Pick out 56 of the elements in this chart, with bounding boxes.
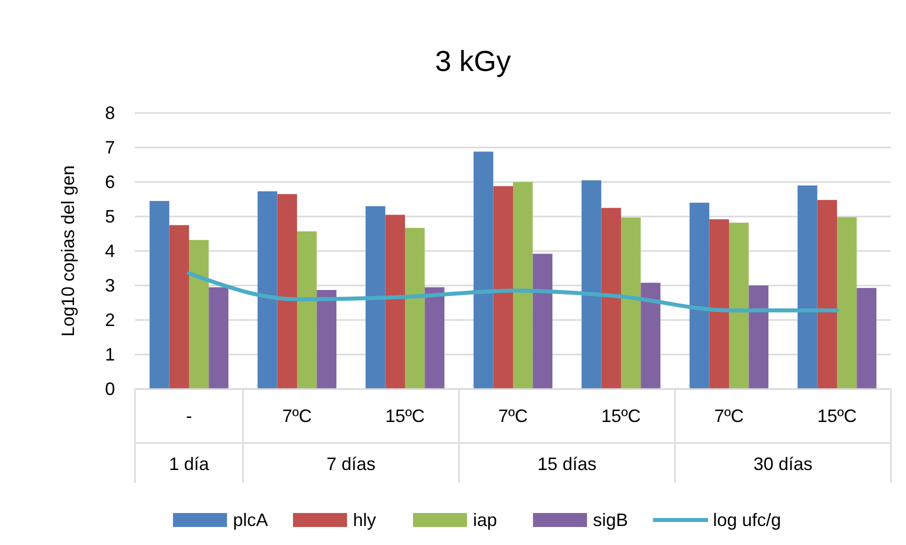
y-tick-label: 2: [104, 310, 115, 330]
bar: [532, 254, 552, 389]
text: 7 días: [326, 454, 376, 474]
legend-label: hly: [353, 510, 376, 530]
y-tick-label: 1: [104, 344, 115, 364]
x-tick-label: 15ºC: [817, 406, 857, 426]
text: 15 días: [537, 454, 597, 474]
bar: [169, 225, 189, 389]
bar: [601, 208, 621, 389]
bar: [729, 222, 749, 389]
bar: [405, 228, 425, 389]
bar: [424, 287, 444, 389]
x-tick-label: -: [186, 406, 192, 426]
bar: [837, 217, 857, 389]
x-tick-label: 7ºC: [282, 406, 312, 426]
y-tick-label: 4: [104, 241, 115, 261]
bar: [709, 219, 729, 389]
bar: [208, 287, 228, 389]
line-series: [187, 271, 839, 312]
bar: [277, 194, 297, 389]
y-tick-label: 3: [104, 276, 115, 296]
bar: [513, 182, 533, 389]
bar: [690, 202, 710, 389]
y-tick-label: 0: [104, 379, 115, 399]
text: 30 días: [753, 454, 813, 474]
bar: [582, 180, 602, 389]
text: 1 día: [168, 454, 210, 474]
bar: [150, 200, 170, 389]
x-tick-label: 7ºC: [498, 406, 528, 426]
bar: [817, 200, 837, 389]
y-tick-label: 7: [104, 138, 115, 158]
bar: [798, 185, 818, 389]
y-tick-label: 6: [104, 172, 115, 192]
bar: [366, 206, 386, 389]
bar: [748, 286, 768, 389]
bar: [258, 191, 278, 389]
legend-label: plcA: [233, 510, 268, 530]
x-tick-label: 7ºC: [714, 406, 744, 426]
chart-title: 3 kGy: [435, 46, 512, 78]
bar: [640, 282, 660, 389]
bar: [297, 231, 317, 389]
y-tick-label: 8: [104, 103, 115, 123]
legend-label: iap: [473, 510, 498, 530]
x-tick-label: 15ºC: [601, 406, 641, 426]
bar: [856, 288, 876, 389]
x-tick-label: 15ºC: [385, 406, 425, 426]
bar: [385, 214, 405, 389]
y-axis-title: Log10 copias del gen: [58, 165, 78, 337]
bar: [621, 218, 641, 389]
bar: [316, 290, 336, 389]
bar: [493, 186, 513, 389]
legend-label: sigB: [593, 510, 628, 530]
bar: [189, 240, 209, 389]
y-tick-label: 5: [104, 206, 115, 226]
legend-label: log ufc/g: [713, 510, 782, 530]
bar: [474, 152, 494, 389]
